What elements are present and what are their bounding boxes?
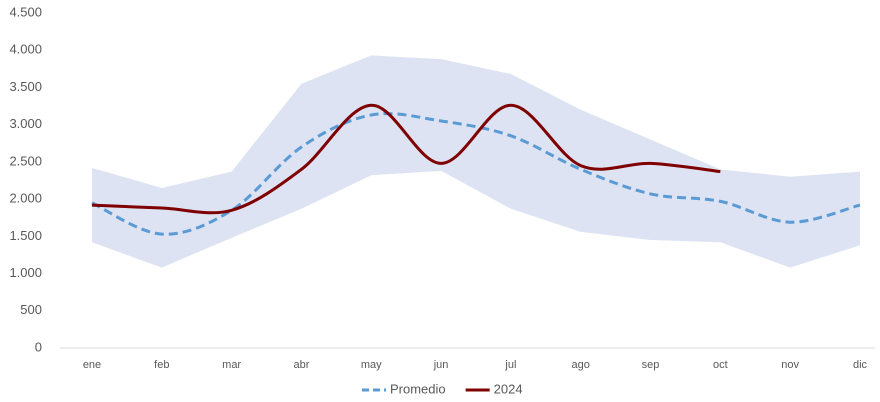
y-tick-label: 2.500 [9, 153, 42, 168]
legend-label: 2024 [494, 381, 523, 396]
x-tick-label: jun [433, 359, 449, 371]
x-tick-label: oct [713, 359, 728, 371]
band-area [92, 55, 860, 268]
x-tick-label: dic [853, 359, 868, 371]
y-tick-label: 2.000 [9, 191, 42, 206]
y-tick-label: 3.500 [9, 79, 42, 94]
y-tick-label: 4.000 [9, 42, 42, 57]
x-tick-label: nov [781, 359, 799, 371]
series-line [91, 103, 721, 215]
y-tick-label: 1.500 [9, 228, 42, 243]
y-tick-label: 1.000 [9, 265, 42, 280]
x-tick-label: ene [83, 359, 101, 371]
x-tick-label: mar [222, 359, 241, 371]
x-tick-label: ago [572, 359, 590, 371]
x-tick-label: feb [154, 359, 169, 371]
x-tick-label: abr [294, 359, 310, 371]
x-tick-label: jul [504, 359, 516, 371]
y-tick-label: 0 [35, 339, 42, 354]
legend-label: Promedio [390, 381, 446, 396]
y-tick-label: 3.000 [9, 116, 42, 131]
x-tick-label: may [361, 359, 382, 371]
y-tick-label: 4.500 [9, 4, 42, 19]
x-tick-label: sep [642, 359, 660, 371]
series-line [91, 112, 861, 236]
y-tick-label: 500 [20, 302, 42, 317]
